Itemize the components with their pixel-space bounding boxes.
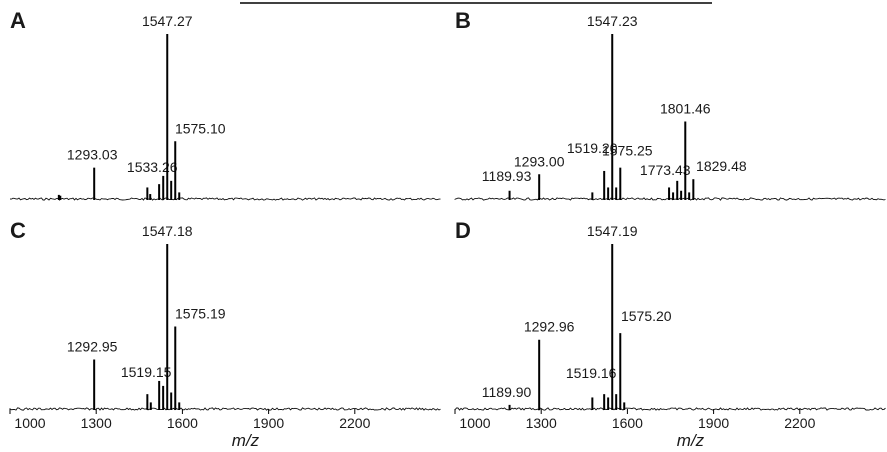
- x-tick-label: 1300: [81, 415, 112, 431]
- spectrum-panel-a: A 1293.03 1533.26 1547.27 1575.10: [9, 8, 441, 201]
- x-tick-label: 1600: [612, 415, 643, 431]
- peak-label: 1189.90: [482, 384, 532, 400]
- peak-label: 1773.43: [640, 162, 691, 178]
- peak-label: 1547.19: [587, 223, 638, 239]
- x-tick-label: 1900: [253, 415, 284, 431]
- panel-letter: C: [10, 218, 26, 243]
- x-tick-label: 1000: [14, 415, 45, 431]
- x-axis-title: m/z: [232, 431, 260, 447]
- peak-label: 1519.20: [567, 140, 618, 156]
- peak-label: 1293.03: [67, 147, 118, 163]
- x-tick-label: 1000: [459, 415, 490, 431]
- baseline-noise: [9, 197, 441, 201]
- x-axis-title: m/z: [677, 431, 705, 447]
- peak-label: 1292.96: [524, 319, 575, 335]
- peak-label: 1293.00: [514, 153, 565, 169]
- peak-label: 1575.20: [621, 308, 672, 324]
- peak-label: 1575.10: [175, 120, 226, 136]
- peak-label: 1292.95: [67, 339, 118, 355]
- peak-label: 1189.93: [482, 168, 532, 184]
- x-tick-label: 1300: [526, 415, 557, 431]
- x-tick-label: 2200: [784, 415, 815, 431]
- baseline-noise: [9, 407, 441, 411]
- peak-label: 1519.15: [121, 364, 172, 380]
- peak-label: 1547.27: [142, 13, 193, 29]
- peak-label: 1547.23: [587, 13, 638, 29]
- spectrum-panel-d: D 1189.90 1292.96 1519.16 1547.19 1575.20 1000…: [454, 218, 886, 450]
- peak-label: 1829.48: [696, 158, 747, 174]
- panel-letter: A: [10, 8, 26, 33]
- peak-label: 1575.19: [175, 306, 226, 322]
- x-tick-label: 2200: [339, 415, 370, 431]
- baseline-noise: [454, 197, 886, 201]
- peak-label: 1547.18: [142, 223, 193, 239]
- baseline-noise: [454, 407, 886, 412]
- peak-label: 1801.46: [660, 100, 711, 116]
- peak-label: 1533.26: [127, 159, 178, 175]
- panel-letter: B: [455, 8, 471, 33]
- peak-label: 1575.25: [602, 143, 653, 159]
- x-tick-label: 1900: [698, 415, 729, 431]
- panel-letter: D: [455, 218, 471, 243]
- x-tick-label: 1600: [167, 415, 198, 431]
- peak-label: 1519.16: [566, 365, 617, 381]
